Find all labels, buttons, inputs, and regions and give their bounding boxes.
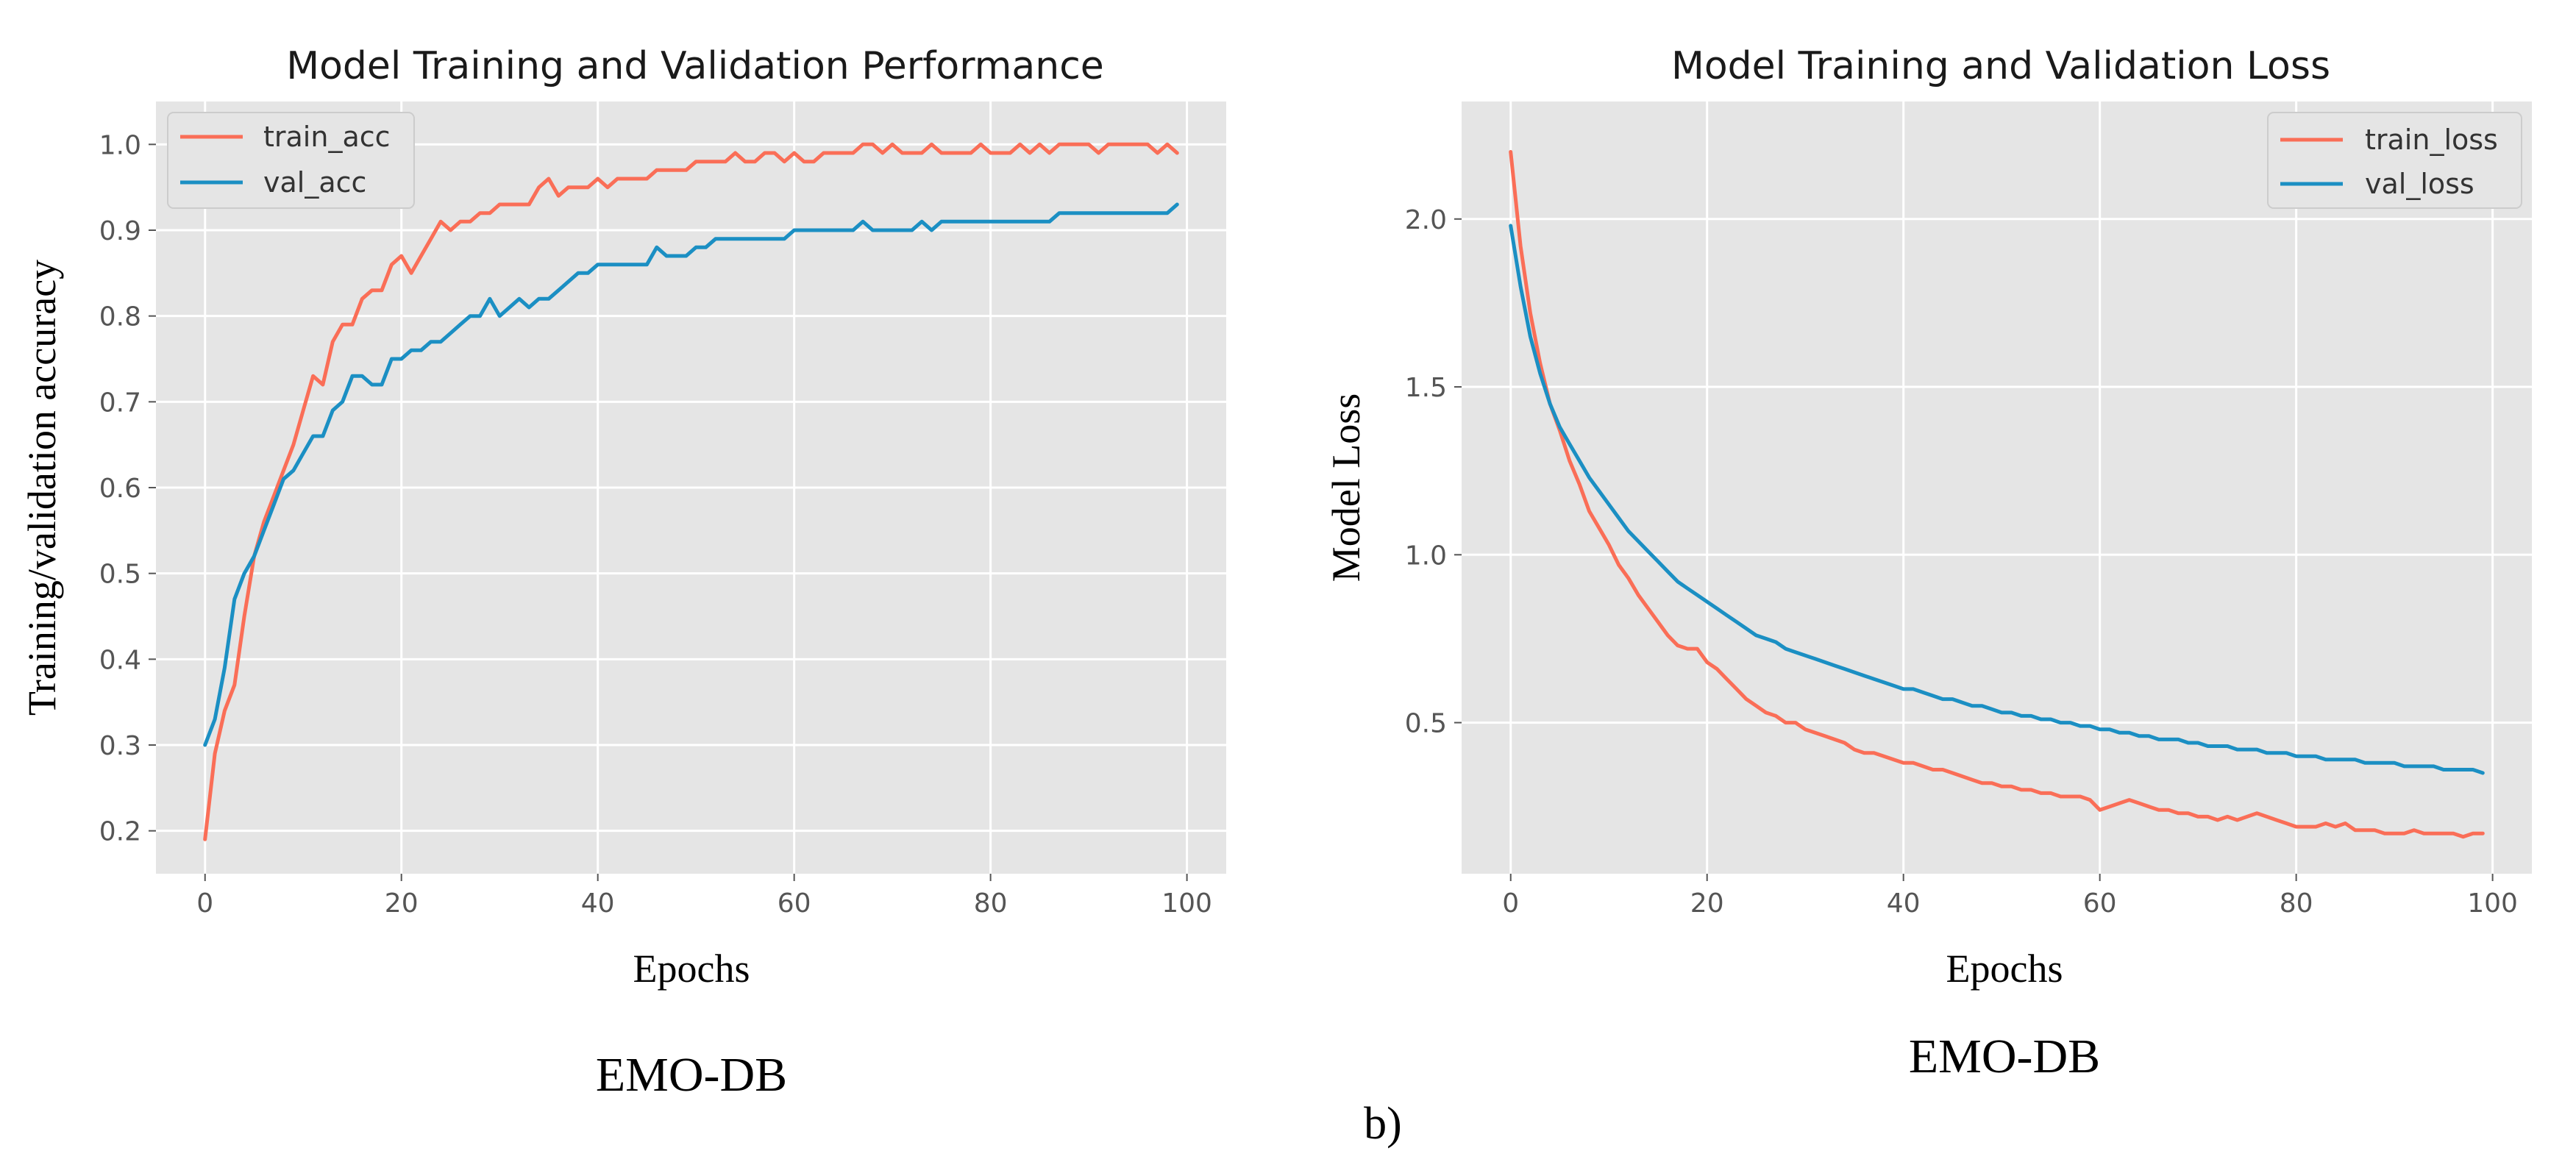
loss-x-tick-label: 40	[1887, 888, 1921, 919]
loss-plot-area	[1462, 101, 2532, 874]
loss-x-tick-label: 60	[2083, 888, 2117, 919]
loss-x-tick-label: 20	[1690, 888, 1724, 919]
loss-chart: Model Training and Validation Loss 0 20 40…	[1324, 44, 2532, 1083]
accuracy-y-tick-label: 1.0	[99, 130, 141, 160]
accuracy-x-axis-label: Epochs	[633, 947, 750, 991]
accuracy-x-tick-label: 60	[778, 888, 811, 919]
loss-y-tick-label: 0.5	[1405, 709, 1447, 739]
loss-y-tick-label: 1.5	[1405, 373, 1447, 403]
accuracy-axis-ticks: 0 20 40 60 80 100 0.2 0.3 0.4 0.5 0.6 0.7 0.8 0.9 1.0	[99, 130, 1212, 919]
loss-caption: EMO-DB	[1909, 1030, 2100, 1083]
accuracy-x-tick-label: 20	[385, 888, 419, 919]
loss-chart-title: Model Training and Validation Loss	[1671, 44, 2330, 88]
accuracy-legend: train_acc val_acc	[167, 112, 415, 209]
loss-axis-ticks: 0 20 40 60 80 100 0.5 1.0 1.5 2.0	[1405, 205, 2518, 919]
accuracy-y-tick-label: 0.9	[99, 216, 141, 246]
accuracy-series-val-acc	[203, 202, 1179, 747]
accuracy-caption: EMO-DB	[596, 1048, 787, 1102]
legend-label-train-acc: train_acc	[263, 121, 391, 153]
legend-label-val-acc: val_acc	[263, 166, 366, 199]
accuracy-x-tick-label: 100	[1161, 888, 1212, 919]
accuracy-x-tick-label: 0	[196, 888, 213, 919]
accuracy-y-tick-label: 0.2	[99, 817, 141, 847]
accuracy-y-axis-label: Training/validation accuracy	[20, 260, 64, 716]
loss-y-axis-label: Model Loss	[1324, 393, 1368, 582]
accuracy-y-tick-label: 0.4	[99, 645, 141, 675]
accuracy-chart: Model Training and Validation Performanc…	[20, 44, 1226, 1102]
loss-series-train-loss	[1509, 150, 2485, 839]
loss-series	[1509, 150, 2485, 839]
accuracy-y-tick-label: 0.3	[99, 731, 141, 761]
loss-series-val-loss	[1509, 224, 2485, 775]
loss-x-tick-label: 100	[2467, 888, 2518, 919]
loss-x-tick-label: 0	[1502, 888, 1519, 919]
loss-legend: train_loss val_loss	[2267, 112, 2522, 209]
accuracy-y-tick-label: 0.5	[99, 560, 141, 590]
accuracy-y-tick-label: 0.6	[99, 474, 141, 504]
figure-sublabel: b)	[1364, 1099, 1402, 1149]
loss-y-tick-label: 1.0	[1405, 541, 1447, 571]
legend-label-val-loss: val_loss	[2365, 168, 2474, 200]
accuracy-y-tick-label: 0.7	[99, 388, 141, 418]
legend-label-train-loss: train_loss	[2365, 124, 2498, 156]
accuracy-chart-title: Model Training and Validation Performanc…	[286, 44, 1104, 88]
accuracy-series-train-acc	[203, 142, 1179, 841]
loss-x-tick-label: 80	[2280, 888, 2313, 919]
accuracy-series	[203, 142, 1179, 841]
accuracy-x-tick-label: 80	[974, 888, 1008, 919]
accuracy-x-tick-label: 40	[581, 888, 615, 919]
loss-x-axis-label: Epochs	[1946, 947, 2063, 991]
accuracy-y-tick-label: 0.8	[99, 302, 141, 332]
accuracy-gridlines	[156, 101, 1226, 874]
loss-y-tick-label: 2.0	[1405, 205, 1447, 235]
